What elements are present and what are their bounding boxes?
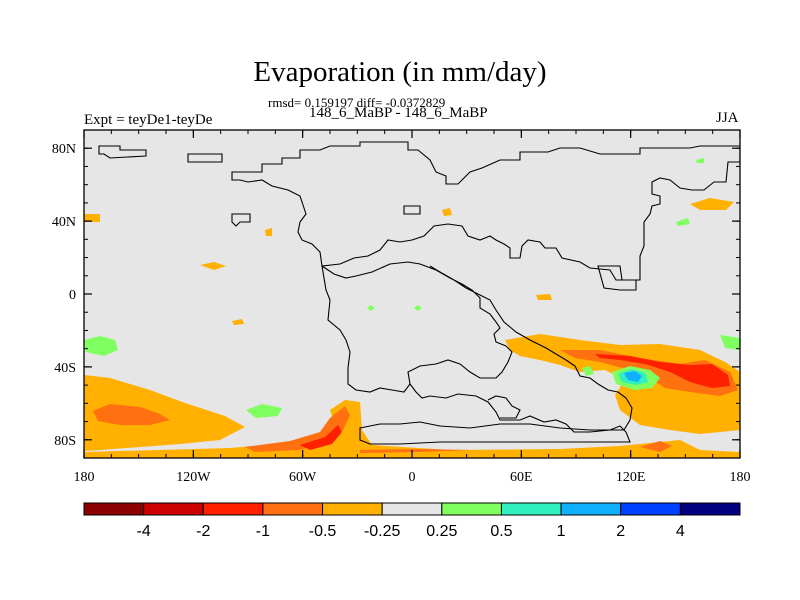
colorbar: -4 -2 -1 -0.5 -0.25 0.25 0.5 1 2 4: [83, 502, 741, 540]
colorbar-label: -1: [256, 523, 270, 540]
season-label: JJA: [716, 110, 739, 126]
colorbar-swatch: [202, 502, 264, 516]
colorbar-label: 2: [616, 523, 625, 540]
colorbar-label: -0.25: [364, 523, 401, 540]
colorbar-label: 4: [676, 523, 685, 540]
gondwana-outline: [321, 261, 633, 433]
x-tick-label: 60E: [510, 470, 533, 485]
x-tick-label: 180: [730, 470, 751, 485]
y-tick-label: 40S: [54, 361, 76, 376]
north-america-outline: [98, 145, 147, 159]
anomaly-region-tasman-strong: [595, 354, 730, 388]
anomaly-region-southern-ocean-strip: [84, 400, 740, 458]
x-tick-label: 120W: [176, 470, 211, 485]
x-tick-label: 120E: [616, 470, 646, 485]
axis-ticks: 180 120W 60W 0 60E 120E 180 80N 40N 0 40S 80S: [52, 129, 751, 485]
continent-outlines: [98, 141, 740, 445]
anomaly-region-small-4: [367, 305, 375, 311]
anomaly-region-positive-east: [720, 335, 740, 350]
anomaly-region-southwest-australia: [582, 366, 594, 376]
anomaly-region-small-6: [696, 158, 704, 163]
y-tick-label: 80N: [52, 142, 76, 157]
anomaly-region-north-pacific: [690, 198, 734, 210]
colorbar-swatch: [143, 502, 204, 516]
colorbar-label: 0.25: [426, 523, 457, 540]
colorbar-swatch: [322, 502, 383, 516]
anomaly-region-south-pacific-core: [93, 404, 170, 425]
greenland-outline: [187, 153, 223, 163]
colorbar-label: 0.5: [490, 523, 512, 540]
antarctica-outline: [359, 421, 631, 445]
chart-title: Evaporation (in mm/day): [253, 56, 547, 88]
anomaly-fields: [84, 141, 740, 458]
x-tick-label: 60W: [289, 470, 317, 485]
south-america-outline: [321, 265, 411, 393]
island-outline-1: [231, 213, 251, 227]
colorbar-swatch: [620, 502, 681, 516]
colorbar-swatch: [679, 502, 741, 516]
island-outline-2: [403, 205, 421, 215]
colorbar-label: -0.5: [309, 523, 337, 540]
island-outline-3: [597, 265, 637, 291]
anomaly-region-small-3: [442, 208, 452, 216]
anomaly-region-south-atlantic-strong: [300, 425, 342, 450]
y-tick-label: 0: [69, 288, 76, 303]
anomaly-region-south-pacific-positive-2: [246, 404, 282, 418]
anomaly-region-bottom-strip-core: [360, 449, 470, 453]
experiment-label: Expt = teyDe1-teyDe: [84, 112, 213, 128]
colorbar-swatch: [381, 502, 443, 516]
anomaly-region-north-pacific-positive: [676, 218, 690, 226]
anomaly-region-small-2: [265, 228, 272, 236]
anomaly-region-south-pacific-edge: [182, 428, 202, 438]
case-line: 148_6_MaBP - 148_6_MaBP: [309, 105, 488, 121]
anomaly-region-south-pacific: [84, 375, 245, 451]
anomaly-region-south-pacific-positive: [84, 336, 118, 356]
colorbar-swatch: [441, 502, 502, 516]
colorbar-swatch: [262, 502, 324, 516]
laurasia-outline: [231, 141, 740, 281]
colorbar-swatch: [83, 502, 145, 516]
y-tick-label: 40N: [52, 215, 76, 230]
anomaly-region-south-australia-strong: [624, 371, 642, 382]
anomaly-region-small-1: [232, 319, 244, 325]
colorbar-label: -4: [137, 523, 151, 540]
x-tick-label: 180: [74, 470, 95, 485]
anomaly-region-indian-ocean: [536, 294, 552, 300]
anomaly-region-tropical-pacific: [200, 262, 226, 270]
x-tick-label: 0: [409, 470, 416, 485]
peninsula-outline: [487, 395, 521, 419]
stats-line: rmsd= 0.159197 diff= -0.0372829: [268, 95, 446, 110]
colorbar-swatch: [560, 502, 622, 516]
anomaly-region-bottom-east: [640, 441, 672, 452]
colorbar-label: 1: [557, 523, 566, 540]
colorbar-swatch: [500, 502, 562, 516]
anomaly-region-north-pacific-2: [84, 214, 100, 222]
y-tick-label: 80S: [54, 434, 76, 449]
anomaly-region-small-5: [414, 305, 422, 311]
colorbar-label: -2: [196, 523, 210, 540]
